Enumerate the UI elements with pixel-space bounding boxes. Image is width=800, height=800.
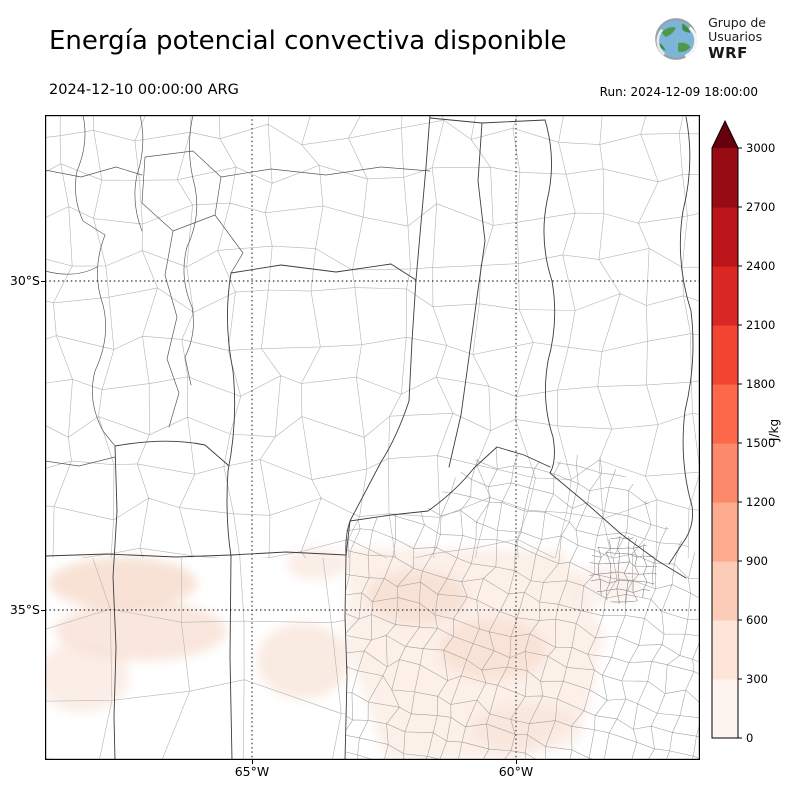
boundary-santiago-east <box>448 122 486 468</box>
svg-text:900: 900 <box>746 554 768 568</box>
page-title: Energía potencial convectiva disponible <box>49 26 567 56</box>
boundary-cordoba-east <box>345 115 431 557</box>
boundary-parana-river <box>543 119 687 579</box>
x-axis-label-65w: 65°W <box>234 764 270 779</box>
logo-text: Grupo de Usuarios WRF <box>708 14 766 63</box>
svg-text:2400: 2400 <box>746 259 775 273</box>
boundary-cordoba-north <box>230 263 417 281</box>
map-border <box>45 115 700 760</box>
boundary-buenosaires-west <box>344 554 348 760</box>
province-boundaries <box>45 115 694 760</box>
boundary-uruguay-river <box>668 116 694 565</box>
boundary-buenosaires-north <box>345 446 551 556</box>
logo-line1: Grupo de <box>708 14 766 30</box>
svg-text:300: 300 <box>746 672 768 686</box>
map-panel <box>45 115 700 760</box>
department-boundaries <box>45 115 700 760</box>
svg-text:1500: 1500 <box>746 436 775 450</box>
logo-wrf-label: WRF <box>708 44 748 63</box>
boundary-mendoza-sanluis <box>112 445 118 760</box>
boundary-sanluis-north <box>114 440 229 466</box>
svg-text:0: 0 <box>746 731 753 745</box>
colorbar-unit-label: J/kg <box>767 418 781 442</box>
cape-shading <box>45 547 641 760</box>
boundary-lapampa-north <box>45 551 347 558</box>
province-boundaries-northwest <box>45 115 431 467</box>
valid-time-label: 2024-12-10 00:00:00 ARG <box>49 82 239 98</box>
y-tick-30s <box>41 281 45 282</box>
x-tick-60w <box>516 760 517 764</box>
y-axis-label-35s: 35°S <box>9 602 40 617</box>
x-tick-65w <box>252 760 253 764</box>
x-axis-label-60w: 60°W <box>498 764 534 779</box>
svg-text:1800: 1800 <box>746 377 775 391</box>
svg-text:3000: 3000 <box>746 141 775 155</box>
wrf-logo: Grupo de Usuarios WRF <box>651 14 766 64</box>
svg-text:600: 600 <box>746 613 768 627</box>
boundary-lapampa-inner <box>229 555 233 760</box>
svg-text:1200: 1200 <box>746 495 775 509</box>
run-time-label: Run: 2024-12-09 18:00:00 <box>599 85 758 99</box>
boundary-cordoba-west <box>226 272 236 557</box>
svg-text:2100: 2100 <box>746 318 775 332</box>
globe-icon <box>655 18 698 60</box>
cape-map <box>45 115 700 760</box>
svg-text:2700: 2700 <box>746 200 775 214</box>
colorbar: 0 300 600 900 1200 1500 1800 2100 2400 2700 3000 <box>711 119 775 745</box>
y-axis-label-30s: 30°S <box>9 273 40 288</box>
logo-line2: Usuarios <box>708 28 763 44</box>
y-tick-35s <box>41 610 45 611</box>
gridlines <box>45 115 700 760</box>
